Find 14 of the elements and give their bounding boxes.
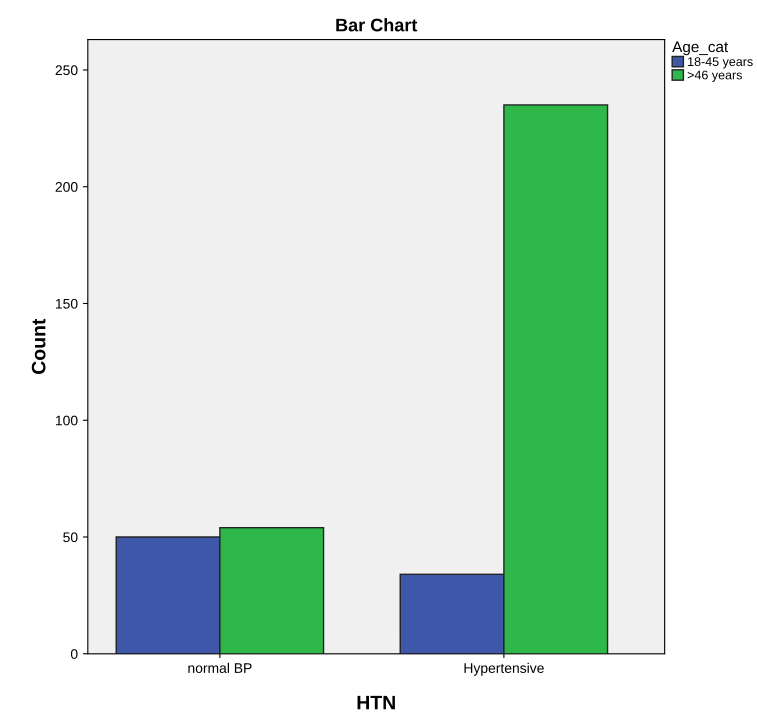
y-tick-label: 100: [56, 416, 78, 426]
y-tick-label: 250: [56, 65, 78, 76]
x-axis-title: HTN: [358, 696, 395, 710]
legend-label: 18-45 years: [688, 57, 753, 69]
y-tick-label: 0: [70, 649, 78, 659]
chart-title: Bar Chart: [336, 18, 418, 32]
legend-label: >46 years: [688, 70, 742, 82]
y-tick-label: 200: [56, 182, 78, 192]
y-axis-title: Count: [32, 318, 46, 374]
legend-title: Age_cat: [672, 42, 728, 56]
x-tick-label: Hypertensive: [464, 662, 544, 676]
y-tick-label: 50: [63, 532, 78, 542]
y-tick-label: 150: [56, 298, 78, 309]
x-tick-label: normal BP: [188, 662, 252, 673]
